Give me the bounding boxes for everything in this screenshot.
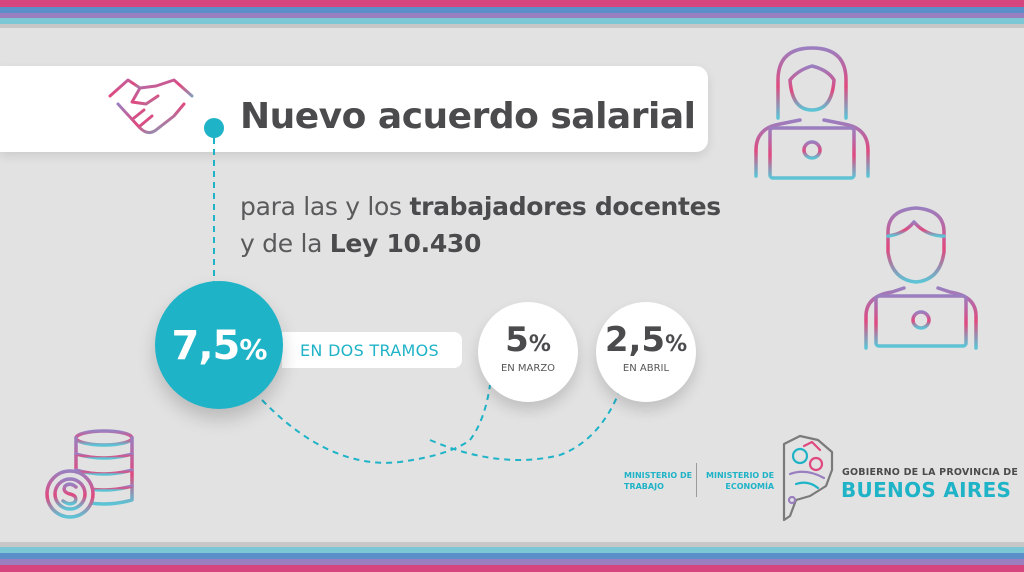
tramos-pill	[282, 332, 462, 368]
ministry-trabajo: MINISTERIO DE TRABAJO	[624, 470, 692, 492]
ministry-economia-line-2: ECONOMÍA	[725, 482, 775, 491]
bottom-stripe-gray	[0, 542, 1024, 547]
bottom-stripe-pink	[0, 565, 1024, 572]
total-raise-number: 7,5	[171, 323, 241, 369]
tramo-abril-label: EN ABRIL	[622, 363, 670, 374]
ministry-economia: MINISTERIO DE ECONOMÍA	[706, 470, 774, 492]
bottom-stripe-blue	[0, 553, 1024, 559]
tramo-abril-number: 2,5	[604, 320, 666, 360]
subtitle-line-1-bold: trabajadores docentes	[409, 192, 721, 221]
subtitle-line-1: para las y los trabajadores docentes	[240, 192, 721, 221]
subtitle-line-2-bold: Ley 10.430	[329, 229, 482, 258]
total-raise-value: 7,5%	[162, 323, 276, 369]
tramo-marzo-label: EN MARZO	[500, 363, 556, 374]
tramo-abril-value: 2,5%	[591, 320, 701, 360]
tramo-abril-unit: %	[665, 332, 688, 357]
top-stripe-blue	[0, 7, 1024, 13]
subtitle-line-2: y de la Ley 10.430	[240, 229, 481, 258]
subtitle-line-1-regular: para las y los	[240, 192, 410, 221]
tramo-marzo-circle	[478, 302, 578, 402]
ministry-divider	[696, 463, 697, 497]
ministry-economia-line-1: MINISTERIO DE	[706, 471, 775, 480]
bottom-stripe-cyan	[0, 547, 1024, 553]
top-stripe-gray	[0, 24, 1024, 28]
total-raise-unit: %	[239, 333, 267, 366]
tramo-marzo-value: 5%	[473, 320, 583, 360]
top-stripe-violet	[0, 13, 1024, 18]
tramo-abril-circle	[596, 302, 696, 402]
bottom-stripe-violet	[0, 559, 1024, 565]
gov-line-2: BUENOS AIRES	[841, 478, 1012, 502]
subtitle-line-2-regular: y de la	[240, 229, 330, 258]
page-title: Nuevo acuerdo salarial	[240, 96, 696, 137]
ministry-trabajo-line-2: TRABAJO	[624, 482, 664, 491]
tramo-marzo-number: 5	[505, 320, 529, 360]
title-card	[0, 66, 708, 152]
gov-line-1: GOBIERNO DE LA PROVINCIA DE	[842, 467, 1019, 478]
top-stripe-cyan	[0, 18, 1024, 24]
ministry-trabajo-line-1: MINISTERIO DE	[624, 471, 693, 480]
tramo-marzo-unit: %	[528, 332, 551, 357]
tramos-label: EN DOS TRAMOS	[300, 341, 439, 360]
total-raise-circle	[155, 281, 283, 409]
top-stripe-pink	[0, 0, 1024, 7]
